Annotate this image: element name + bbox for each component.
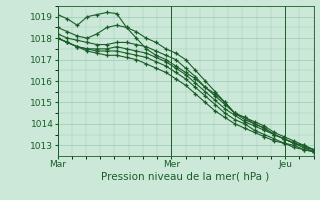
X-axis label: Pression niveau de la mer( hPa ): Pression niveau de la mer( hPa ) [101, 172, 270, 182]
